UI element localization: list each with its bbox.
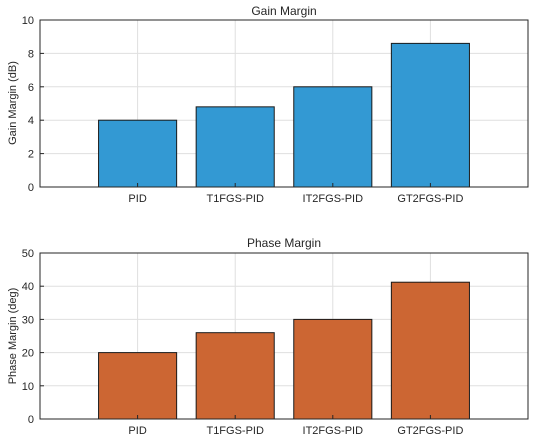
bar-gt2fgs-pid <box>390 42 470 188</box>
y-tick-label: 40 <box>22 281 34 293</box>
plot-frame <box>39 19 529 188</box>
y-tick-label: 50 <box>22 248 34 260</box>
y-tick-label: 4 <box>28 115 34 127</box>
gain-margin-chart: Gain Margin Gain Margin (dB) 0 2 4 6 8 10 PID… <box>7 4 529 205</box>
y-tick-label: 20 <box>22 348 34 360</box>
phase-margin-chart: Phase Margin Phase Margin (deg) 0 10 20 30 4… <box>7 236 529 437</box>
y-tick-label: 10 <box>22 15 34 27</box>
bar-t1fgs-pid <box>195 106 275 188</box>
bar-it2fgs-pid <box>293 318 373 420</box>
x-tick-label: T1FGS-PID <box>206 193 264 205</box>
bar-pid <box>98 352 178 420</box>
x-tick-label: T1FGS-PID <box>206 425 264 437</box>
y-tick-label: 2 <box>28 149 34 161</box>
y-tick-label: 0 <box>28 182 34 194</box>
y-tick-label: 10 <box>22 381 34 393</box>
y-tick-label: 30 <box>22 314 34 326</box>
y-tick-label: 0 <box>28 414 34 426</box>
x-tick-label: IT2FGS-PID <box>303 425 364 437</box>
y-tick-label: 6 <box>28 82 34 94</box>
bar-t1fgs-pid <box>195 332 275 420</box>
chart-title: Phase Margin <box>247 236 321 250</box>
chart-title: Gain Margin <box>251 4 316 18</box>
plot-frame <box>39 252 529 420</box>
x-tick-label: GT2FGS-PID <box>397 425 463 437</box>
y-tick-label: 8 <box>28 48 34 60</box>
x-tick-label: IT2FGS-PID <box>303 193 364 205</box>
y-axis-label: Phase Margin (deg) <box>7 288 19 385</box>
x-tick-label: PID <box>128 425 146 437</box>
bar-pid <box>98 119 178 188</box>
x-tick-label: PID <box>128 193 146 205</box>
bar-gt2fgs-pid <box>390 281 470 420</box>
bar-it2fgs-pid <box>293 86 373 188</box>
x-tick-label: GT2FGS-PID <box>397 193 463 205</box>
y-axis-label: Gain Margin (dB) <box>7 61 19 145</box>
